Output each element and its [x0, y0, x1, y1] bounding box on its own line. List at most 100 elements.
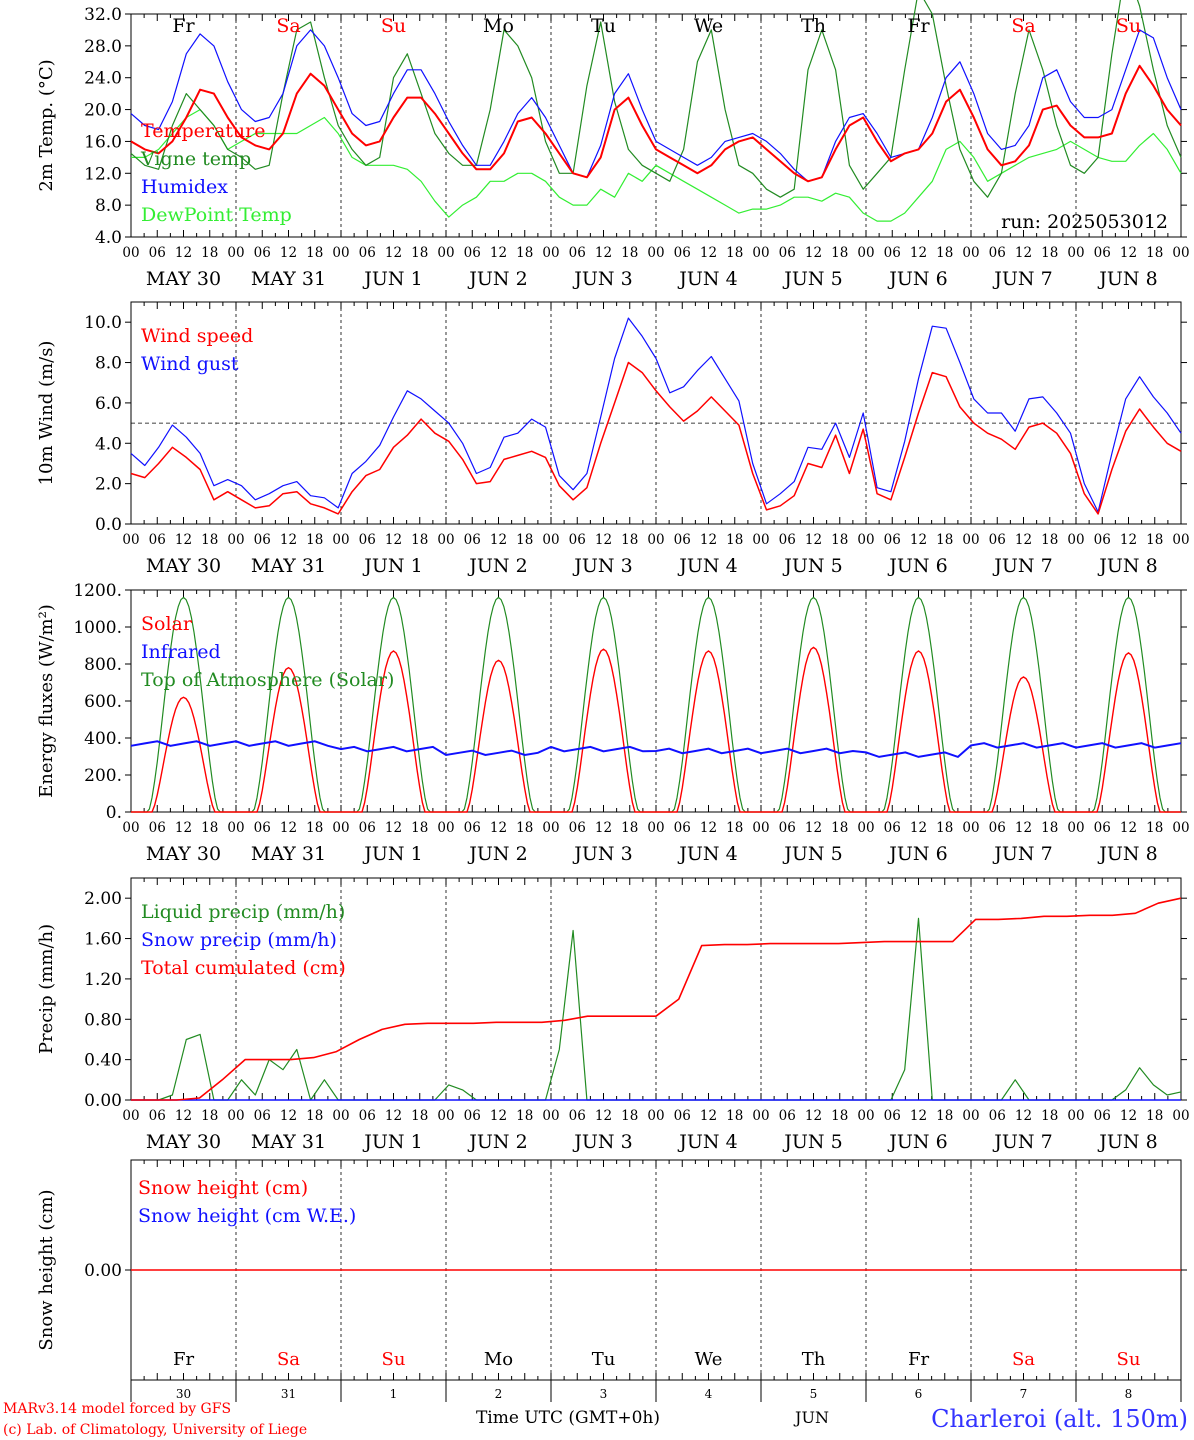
hour-tick-label: 12 [700, 1108, 717, 1124]
hour-tick-label: 06 [359, 532, 376, 548]
hour-tick-label: 00 [752, 1108, 769, 1124]
hour-tick-label: 18 [621, 532, 638, 548]
hour-tick-label: 12 [910, 820, 927, 836]
hour-tick-label: 18 [201, 532, 218, 548]
hour-tick-label: 18 [201, 820, 218, 836]
hour-tick-label: 18 [936, 245, 953, 261]
model-credit: MARv3.14 model forced by GFS [3, 1401, 231, 1417]
hour-tick-label: 12 [1015, 532, 1032, 548]
hour-tick-label: 18 [621, 245, 638, 261]
weekday-label: Th [802, 1349, 826, 1370]
hour-tick-label: 12 [910, 1108, 927, 1124]
hour-tick-label: 06 [779, 245, 796, 261]
legend-item: Snow height (cm) [138, 1177, 308, 1199]
day-number-label: 4 [705, 1387, 713, 1401]
weekday-label: Sa [1011, 15, 1035, 37]
y-tick-label: 8.0 [95, 354, 122, 374]
y-tick-label: 0. [106, 803, 122, 823]
weekday-label: Fr [173, 1349, 194, 1370]
legend-item: Vigne temp [140, 148, 251, 170]
chart-panel-2: 0.0 2.0 4.0 6.0 8.0 10.0 10m Wind (m/s) 00 06 12 1… [36, 301, 1190, 577]
hour-tick-label: 06 [359, 820, 376, 836]
weekday-label: Su [381, 15, 406, 37]
hour-tick-label: 06 [464, 820, 481, 836]
y-tick-label: 0.80 [84, 1010, 122, 1030]
hour-tick-label: 12 [385, 820, 402, 836]
hour-tick-label: 00 [962, 532, 979, 548]
hour-tick-label: 18 [1146, 532, 1163, 548]
hour-tick-label: 06 [254, 1108, 271, 1124]
weekday-label: Sa [1012, 1349, 1035, 1370]
weekday-label: Mo [483, 15, 514, 37]
hour-tick-label: 00 [437, 820, 454, 836]
date-label: JUN 3 [572, 843, 632, 865]
weekday-label: Tu [591, 15, 616, 37]
y-tick-label: 10.0 [84, 313, 122, 333]
series-line-infrared [130, 740, 1182, 759]
weekday-label: We [695, 1349, 723, 1370]
date-label: MAY 31 [251, 555, 326, 577]
hour-tick-label: 00 [857, 820, 874, 836]
hour-tick-label: 12 [1015, 1108, 1032, 1124]
hour-tick-label: 00 [1067, 1108, 1084, 1124]
chart-panel-5: 0.00 Snow height (cm) Snow height (cm) Snow… [36, 1159, 1187, 1381]
hour-tick-label: 12 [1120, 820, 1137, 836]
hour-tick-label: 06 [149, 245, 166, 261]
run-label: run: 2025053012 [1001, 211, 1168, 233]
hour-tick-label: 12 [175, 820, 192, 836]
date-label: JUN 5 [782, 843, 842, 865]
hour-tick-label: 18 [1146, 820, 1163, 836]
hour-tick-label: 06 [359, 1108, 376, 1124]
weekday-label: Fr [907, 15, 930, 37]
day-number-label: 1 [390, 1387, 398, 1401]
hour-tick-label: 06 [359, 245, 376, 261]
hour-tick-label: 00 [122, 532, 139, 548]
weekday-label: Fr [908, 1349, 929, 1370]
hour-tick-label: 18 [411, 1108, 428, 1124]
hour-tick-label: 12 [595, 1108, 612, 1124]
hour-tick-label: 06 [674, 1108, 691, 1124]
hour-tick-label: 18 [726, 532, 743, 548]
y-tick-label: 1000. [73, 618, 122, 638]
date-label: JUN 2 [467, 555, 527, 577]
weekday-label: Sa [276, 15, 300, 37]
hour-tick-label: 00 [122, 245, 139, 261]
hour-tick-label: 06 [989, 820, 1006, 836]
hour-tick-label: 12 [175, 532, 192, 548]
hour-tick-label: 18 [1041, 532, 1058, 548]
legend-item: Infrared [141, 641, 221, 663]
legend-item: Temperature [141, 120, 265, 142]
hour-tick-label: 18 [726, 245, 743, 261]
chart-panel-1: 4.0 8.0 12.0 16.0 20.0 24.0 28.0 32.0 2m Temp. (… [36, 0, 1190, 290]
hour-tick-label: 18 [306, 532, 323, 548]
hour-tick-label: 00 [1172, 532, 1189, 548]
day-number-label: 2 [495, 1387, 503, 1401]
day-number-label: 5 [810, 1387, 818, 1401]
hour-tick-label: 06 [674, 245, 691, 261]
date-label: JUN 5 [782, 1131, 842, 1153]
hour-tick-label: 12 [490, 1108, 507, 1124]
day-number-label: 30 [176, 1387, 191, 1401]
hour-tick-label: 00 [752, 820, 769, 836]
hour-tick-label: 00 [752, 532, 769, 548]
meteogram-panels: 4.0 8.0 12.0 16.0 20.0 24.0 28.0 32.0 2m Temp. (… [36, 0, 1190, 1381]
date-label: JUN 6 [887, 1131, 947, 1153]
hour-tick-label: 00 [857, 532, 874, 548]
date-label: MAY 31 [251, 268, 326, 290]
hour-tick-label: 00 [542, 245, 559, 261]
date-label: JUN 1 [362, 555, 422, 577]
date-label: JUN 7 [992, 555, 1052, 577]
hour-tick-label: 06 [569, 1108, 586, 1124]
hour-tick-label: 06 [884, 245, 901, 261]
time-axis-label: Time UTC (GMT+0h) [476, 1408, 660, 1428]
station-label: Charleroi (alt. 150m) [931, 1405, 1188, 1433]
y-tick-label: 4.0 [95, 434, 122, 454]
hour-tick-label: 18 [621, 1108, 638, 1124]
hour-tick-label: 18 [1041, 820, 1058, 836]
hour-tick-label: 18 [1041, 1108, 1058, 1124]
hour-tick-label: 18 [201, 1108, 218, 1124]
day-number-label: 31 [281, 1387, 296, 1401]
hour-tick-label: 06 [569, 532, 586, 548]
date-label: JUN 2 [467, 1131, 527, 1153]
